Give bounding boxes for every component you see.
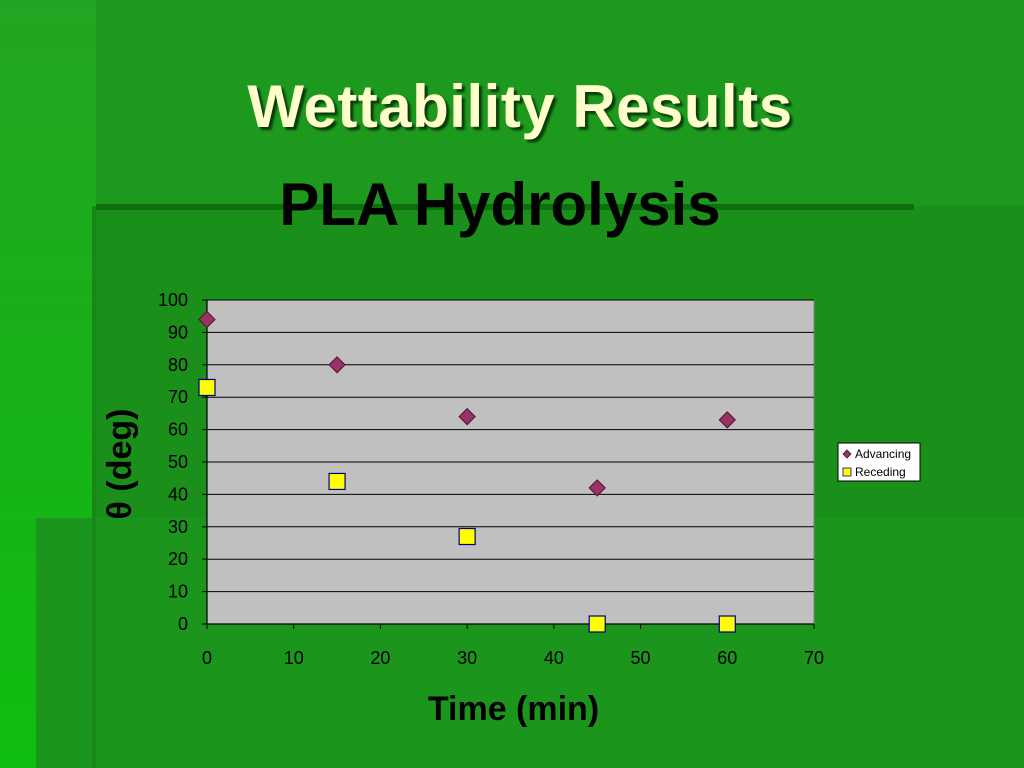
chart-title: PLA Hydrolysis [279,171,721,238]
y-tick-label: 70 [168,387,188,407]
y-tick-label: 30 [168,517,188,537]
x-tick-label: 0 [202,648,212,668]
advancing-point [458,407,476,426]
y-axis-title: θ (deg) [101,409,139,520]
y-tick-label: 90 [168,322,188,342]
y-tick-label: 60 [168,420,188,440]
x-axis-title: Time (min) [428,690,599,728]
y-tick-label: 40 [168,484,188,504]
x-tick-label: 40 [544,648,564,668]
legend-marker [842,467,852,477]
gridlines [207,299,814,593]
receding-point [458,527,476,546]
advancing-point [718,411,736,429]
receding-point [588,615,606,633]
x-tick-label: 20 [370,648,390,668]
receding-point [198,378,216,397]
y-tick-label: 20 [168,549,188,569]
receding-point [718,615,736,633]
y-tick-label: 50 [168,452,188,472]
x-tick-label: 50 [631,648,651,668]
advancing-point [588,479,606,497]
y-tick-label: 10 [168,582,188,602]
receding-point [328,472,346,491]
legend-label: Receding [855,465,906,479]
legend-marker [842,449,852,459]
y-tick-label: 80 [168,355,188,375]
legend-label: Advancing [855,447,911,461]
advancing-point [328,356,346,374]
slide-title: Wettability Results [247,73,793,140]
advancing-point [198,310,216,329]
y-tick-label: 100 [158,290,188,310]
legend: Advancing Receding [837,442,921,482]
axes: 0 10 20 30 40 50 60 70 80 90 100 0 10 20 30 40 50 60 70 [158,290,824,668]
x-tick-label: 70 [804,648,824,668]
x-tick-label: 30 [457,648,477,668]
legend-box [837,442,921,482]
x-tick-label: 10 [284,648,304,668]
data-marks [198,310,736,633]
x-tick-label: 60 [717,648,737,668]
y-tick-label: 0 [178,614,188,634]
